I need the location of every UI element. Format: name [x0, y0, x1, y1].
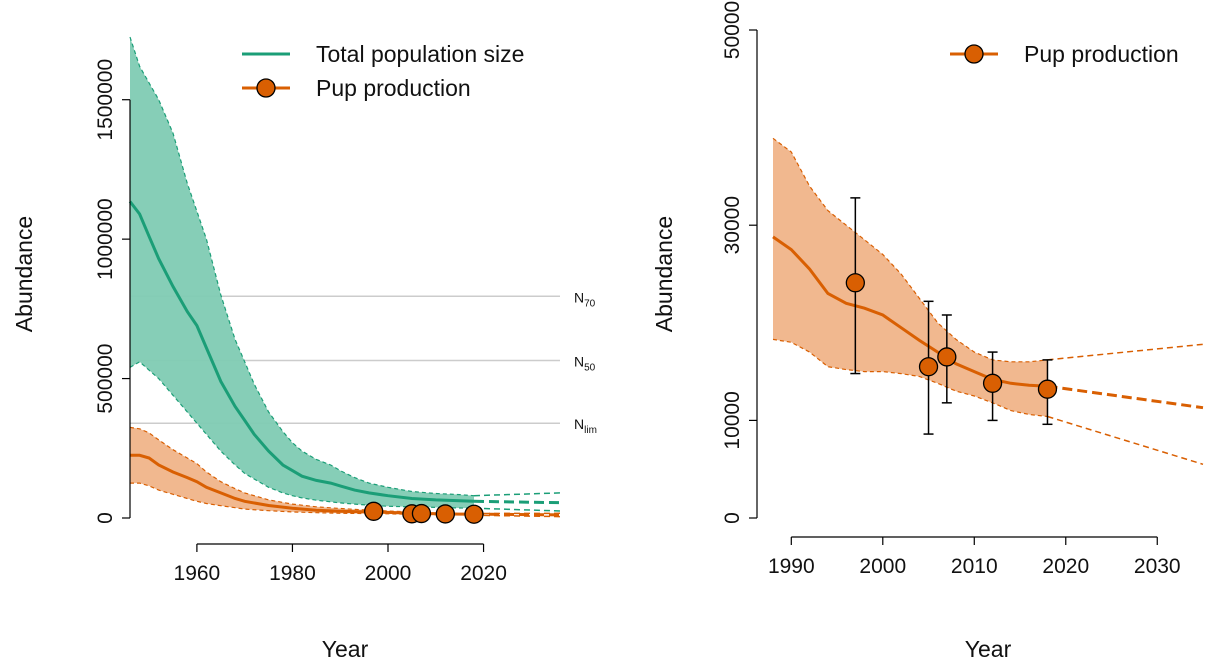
- projection-upper: [474, 493, 560, 496]
- reference-line-label: N50: [574, 353, 596, 373]
- projection-line: [1048, 386, 1204, 408]
- reference-line-label: N70: [574, 289, 596, 309]
- x-tick-label: 2000: [859, 555, 906, 578]
- reference-line-label-main: N: [574, 289, 584, 305]
- legend-entry: Pup production: [1024, 41, 1179, 67]
- y-tick-label: 0: [721, 512, 744, 524]
- data-point: [938, 348, 956, 366]
- legend-swatch-point: [965, 45, 983, 63]
- x-axis-title: Year: [965, 636, 1012, 662]
- y-tick-label: 30000: [721, 196, 744, 254]
- y-tick-label: 0: [94, 512, 117, 524]
- legend-entry: Pup production: [316, 75, 471, 101]
- data-point: [365, 502, 383, 520]
- y-tick-label: 50000: [721, 1, 744, 59]
- data-point: [412, 505, 430, 523]
- data-point: [436, 505, 454, 523]
- projection-lower: [1048, 417, 1204, 465]
- y-tick-label: 1500000: [94, 59, 117, 141]
- reference-line-label-sub: 50: [584, 362, 596, 373]
- reference-line-label-main: N: [574, 416, 584, 432]
- reference-line-label-main: N: [574, 353, 584, 369]
- data-point: [465, 505, 483, 523]
- x-tick-label: 1980: [269, 562, 316, 585]
- reference-line-label: Nlim: [574, 416, 597, 436]
- legend-entry: Total population size: [316, 41, 524, 67]
- x-tick-label: 1990: [768, 555, 815, 578]
- projection-upper: [1048, 344, 1204, 360]
- x-axis-title: Year: [322, 636, 369, 662]
- reference-line-label-sub: lim: [584, 425, 597, 436]
- legend: Pup production: [950, 41, 1179, 67]
- x-tick-label: 2010: [951, 555, 998, 578]
- legend: Total population size Pup production: [242, 41, 524, 101]
- y-tick-label: 500000: [94, 344, 117, 414]
- confidence-band: [130, 37, 474, 508]
- data-point: [846, 274, 864, 292]
- data-point: [984, 374, 1002, 392]
- y-tick-label: 1000000: [94, 198, 117, 280]
- y-tick-label: 10000: [721, 391, 744, 449]
- legend-swatch-point: [257, 79, 275, 97]
- y-axis-title: Abundance: [651, 216, 677, 332]
- reference-line-label-sub: 70: [584, 298, 596, 309]
- projection-lower: [474, 508, 560, 511]
- panel-pup-recent: 1990 2000 2010 2020 2030 0 10000 30000 50000 Year…: [651, 1, 1203, 662]
- data-point: [920, 358, 938, 376]
- projection-line: [474, 501, 560, 502]
- x-tick-label: 2020: [460, 562, 507, 585]
- y-axis-title: Abundance: [11, 216, 37, 332]
- x-tick-label: 2030: [1134, 555, 1181, 578]
- x-tick-label: 1960: [174, 562, 221, 585]
- projection-lower: [474, 515, 560, 516]
- x-tick-label: 2020: [1042, 555, 1089, 578]
- x-tick-label: 2000: [365, 562, 412, 585]
- data-point: [1038, 380, 1056, 398]
